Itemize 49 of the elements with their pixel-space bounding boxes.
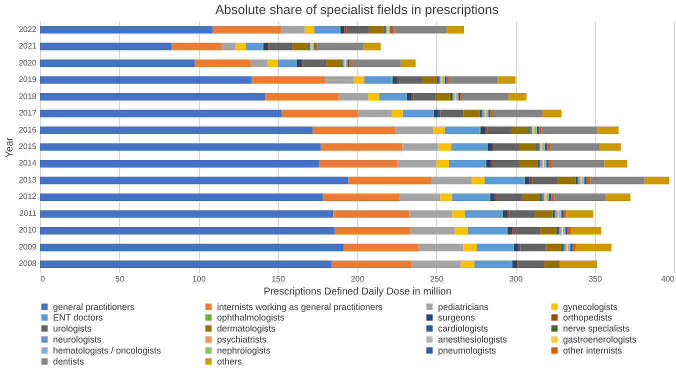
- x-tick-label: 50: [115, 274, 125, 284]
- legend-label: gynecologists: [563, 302, 618, 312]
- x-tick-label: 250: [430, 274, 444, 284]
- legend-label: ophthalmologists: [217, 312, 286, 322]
- legend-label: nephrologists: [217, 346, 272, 356]
- legend-label: ENT doctors: [53, 312, 104, 322]
- legend-label: nerve specialists: [563, 324, 630, 334]
- x-tick-label: 400: [661, 274, 676, 284]
- y-tick-label: 2012: [18, 192, 38, 202]
- legend-label: surgeons: [438, 312, 476, 322]
- y-tick-label: 2022: [18, 24, 38, 34]
- y-tick-label: 2020: [18, 58, 38, 68]
- legend-label: cardiologists: [438, 324, 489, 334]
- y-axis-title: Year: [4, 136, 16, 158]
- x-tick-label: 0: [40, 274, 46, 284]
- x-tick-label: 300: [509, 274, 524, 284]
- legend-label: orthopedists: [563, 312, 613, 322]
- y-tick-label: 2009: [18, 242, 38, 252]
- legend-label: others: [217, 356, 243, 366]
- legend-label: pediatricians: [438, 302, 490, 312]
- y-tick-label: 2016: [18, 125, 38, 134]
- x-tick-label: 350: [588, 274, 602, 284]
- y-tick-label: 2019: [18, 75, 38, 84]
- x-tick-label: 100: [192, 274, 206, 284]
- legend-label: dentists: [53, 356, 85, 366]
- y-tick-label: 2018: [18, 92, 38, 101]
- legend-label: internists working as general practitioners: [217, 302, 384, 312]
- legend-label: gastroenerologists: [563, 334, 638, 344]
- legend-label: urologists: [53, 324, 92, 334]
- y-tick-label: 2014: [18, 158, 38, 168]
- y-tick-label: 2010: [18, 226, 38, 235]
- y-tick-label: 2015: [18, 142, 38, 151]
- y-tick-label: 2017: [18, 108, 38, 118]
- legend-label: other internists: [563, 346, 623, 356]
- chart-title: Absolute share of specialist fields in prescriptions: [215, 2, 500, 17]
- legend-label: neurologists: [53, 334, 102, 344]
- y-tick-label: 2021: [18, 42, 38, 51]
- legend-label: pneumologists: [438, 346, 497, 356]
- legend-label: hematologists / oncologists: [53, 346, 162, 356]
- x-axis-title: Prescriptions Defined Daily Dose in million: [264, 286, 452, 298]
- legend-label: anesthesiologists: [438, 334, 508, 344]
- legend-label: psychiatrists: [217, 334, 268, 344]
- y-tick-label: 2008: [18, 259, 38, 268]
- x-tick-label: 150: [272, 274, 286, 284]
- legend-label: dermatologists: [217, 324, 276, 334]
- legend-label: general practitioners: [53, 302, 136, 312]
- x-tick-label: 200: [350, 274, 365, 284]
- y-tick-label: 2011: [19, 208, 38, 218]
- y-tick-label: 2013: [18, 175, 38, 184]
